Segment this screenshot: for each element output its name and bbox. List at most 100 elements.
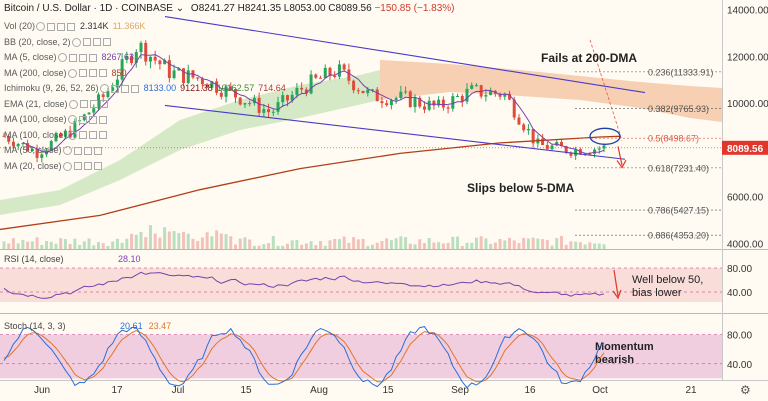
more-icon[interactable] [98, 131, 107, 140]
close-icon[interactable] [88, 131, 97, 140]
volume-bar [536, 238, 540, 249]
more-icon[interactable] [98, 115, 107, 124]
indicator-label: MA (100, close) [4, 114, 67, 124]
close-icon[interactable] [89, 100, 98, 109]
more-icon[interactable] [98, 69, 107, 78]
time-tick-label: 15 [382, 385, 394, 396]
eye-icon[interactable] [67, 115, 77, 125]
volume-bar [16, 243, 20, 249]
indicator-row[interactable]: BB (20, close, 2) [4, 36, 112, 48]
candle-body [63, 130, 67, 137]
volume-bar [63, 239, 67, 249]
volume-bar [342, 236, 346, 249]
time-tick-label: 17 [111, 385, 123, 396]
close-icon[interactable] [83, 162, 92, 171]
candle-body [215, 81, 219, 93]
volume-bar [172, 231, 176, 249]
more-icon[interactable] [99, 100, 108, 109]
candle-body [319, 77, 323, 79]
header-dropdown-icon[interactable]: ⌄ [175, 3, 185, 14]
more-icon[interactable] [102, 38, 111, 47]
close-icon[interactable] [57, 22, 66, 31]
current-price-label: 8089.56 [727, 144, 764, 155]
close-icon[interactable] [120, 84, 129, 93]
eye-icon[interactable] [62, 146, 72, 156]
eye-icon[interactable] [71, 37, 81, 47]
eye-icon[interactable] [57, 53, 67, 63]
indicator-label: BB (20, close, 2) [4, 36, 71, 47]
eye-icon[interactable] [36, 22, 46, 32]
eye-icon[interactable] [99, 84, 109, 94]
volume-bar [531, 237, 535, 249]
candle-body [375, 89, 379, 102]
candle-body [342, 64, 346, 70]
volume-bar [111, 241, 115, 249]
candle-body [588, 153, 592, 155]
candle-body [87, 112, 91, 115]
volume-bar [96, 242, 100, 249]
volume-bar [106, 245, 110, 249]
volume-bar [597, 243, 601, 249]
annotation-rsi-2: bias lower [632, 287, 682, 299]
price-arrow-head [616, 159, 627, 169]
header-low: L8053.00 [283, 3, 326, 14]
more-icon[interactable] [67, 22, 76, 31]
more-icon[interactable] [88, 53, 97, 62]
volume-bar [148, 225, 152, 249]
settings-icon[interactable] [82, 38, 91, 47]
volume-bar [191, 238, 195, 249]
indicator-row[interactable]: MA (20, close) [4, 160, 103, 172]
volume-bar [389, 240, 393, 249]
close-icon[interactable] [92, 38, 101, 47]
close-icon[interactable] [88, 115, 97, 124]
more-icon[interactable] [93, 146, 102, 155]
settings-icon[interactable] [68, 53, 77, 62]
channel-upper-line [164, 15, 646, 94]
settings-icon[interactable] [110, 84, 119, 93]
price-tick-label: 4000.00 [727, 240, 764, 251]
settings-icon[interactable] [73, 146, 82, 155]
settings-icon[interactable] [79, 100, 88, 109]
volume-bar [30, 241, 34, 249]
indicator-row[interactable]: MA (100, close) [4, 113, 108, 125]
close-icon[interactable] [78, 53, 87, 62]
settings-icon[interactable] [78, 69, 87, 78]
volume-bar [252, 245, 256, 249]
indicator-row[interactable]: MA (50, close) [4, 144, 103, 156]
candle-body [347, 69, 351, 81]
candle-body [389, 100, 393, 106]
settings-icon[interactable] [78, 131, 87, 140]
eye-icon[interactable] [62, 161, 72, 171]
ichimoku-cloud-green [0, 70, 380, 215]
indicator-row[interactable]: MA (100, close) [4, 129, 108, 141]
more-icon[interactable] [130, 84, 139, 93]
candle-body [602, 145, 606, 149]
volume-bar [323, 245, 327, 249]
settings-icon[interactable] [78, 115, 87, 124]
indicator-row[interactable]: MA (200, close) 850 [4, 67, 127, 79]
settings-icon[interactable] [47, 22, 56, 31]
more-icon[interactable] [93, 162, 102, 171]
candle-body [54, 133, 58, 142]
candle-body [267, 109, 271, 113]
eye-icon[interactable] [68, 99, 78, 109]
close-icon[interactable] [88, 69, 97, 78]
indicator-row[interactable]: MA (5, close) 8267.63 [4, 51, 134, 63]
close-icon[interactable] [83, 146, 92, 155]
candle-body [106, 90, 110, 97]
volume-bar [550, 245, 554, 249]
volume-bar [2, 241, 6, 249]
settings-gear-icon[interactable]: ⚙ [740, 383, 751, 397]
indicator-row[interactable]: Ichimoku (9, 26, 52, 26) 8133.00 9121.38 10… [4, 82, 286, 94]
fib-trend-line [589, 39, 623, 141]
candle-body [271, 111, 275, 113]
eye-icon[interactable] [67, 130, 77, 140]
eye-icon[interactable] [67, 68, 77, 78]
indicator-label: Ichimoku (9, 26, 52, 26) [4, 83, 99, 93]
time-tick-label: 16 [524, 385, 536, 396]
indicator-row[interactable]: EMA (21, close) [4, 98, 109, 110]
settings-icon[interactable] [73, 162, 82, 171]
indicator-row[interactable]: Vol (20) 2.314K 11.366K [4, 20, 145, 32]
volume-bar [49, 241, 53, 249]
